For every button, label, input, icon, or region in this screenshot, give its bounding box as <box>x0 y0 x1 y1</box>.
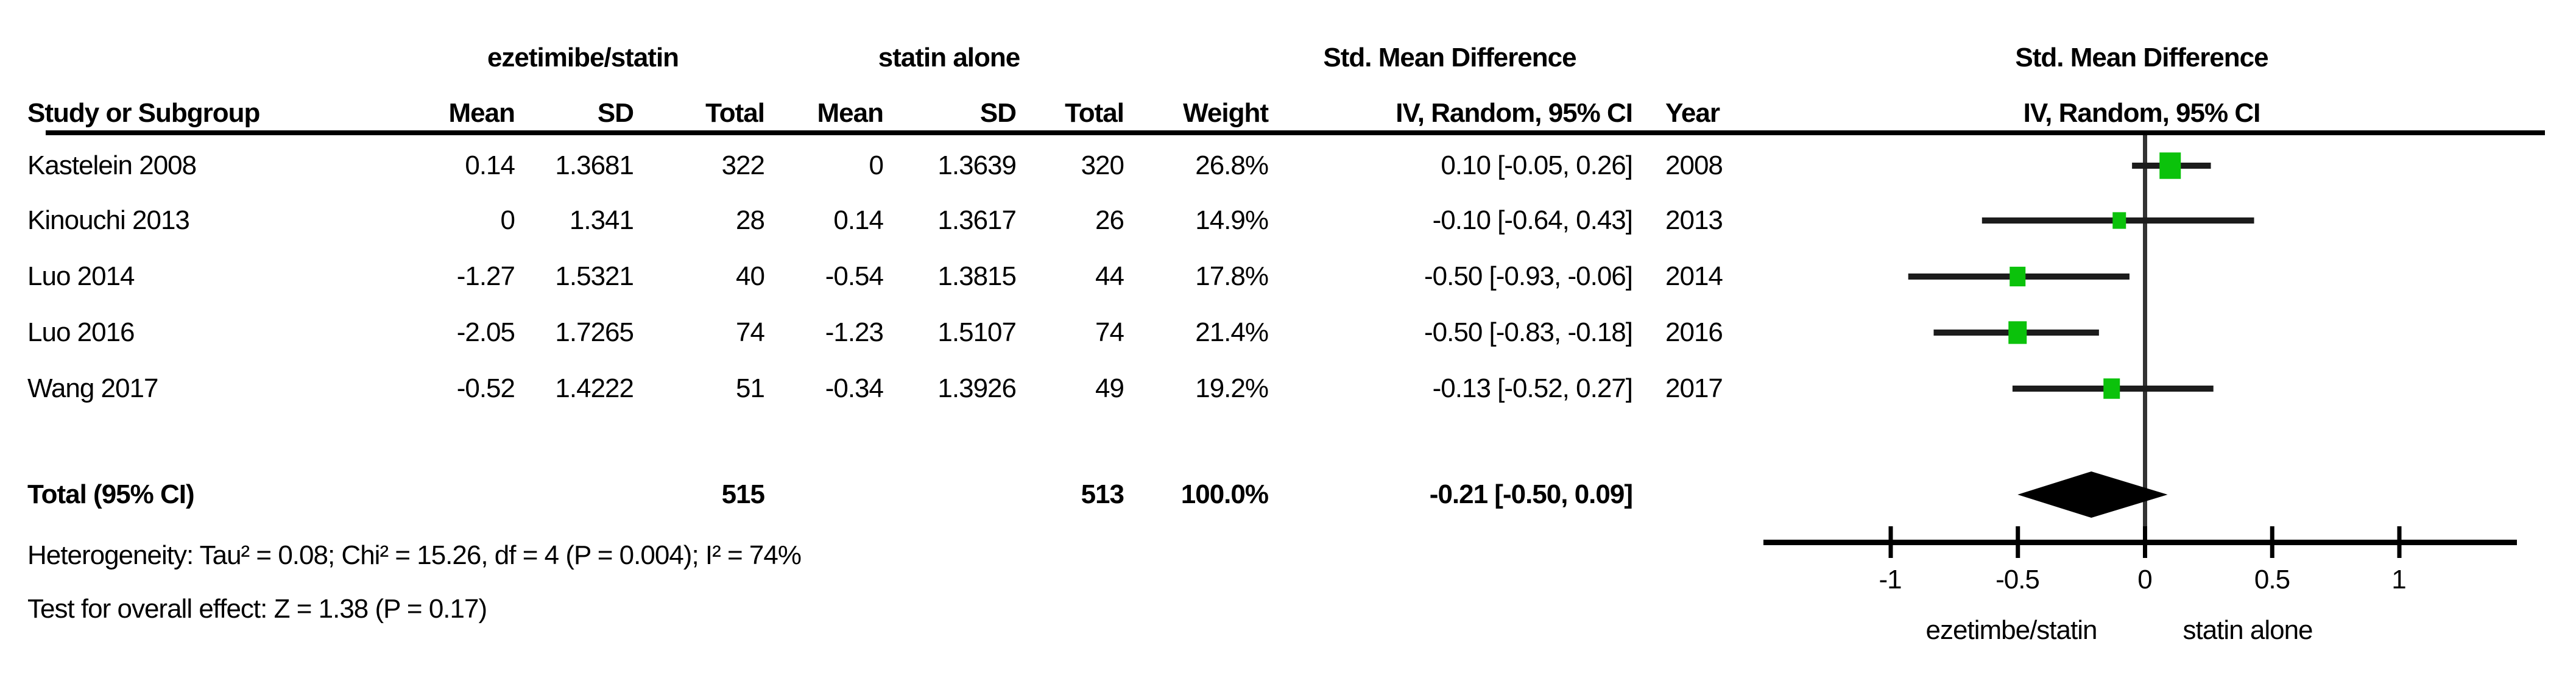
total-ci: -0.21 [-0.50, 0.09] <box>1429 479 1633 509</box>
total-1-value: 28 <box>736 205 765 235</box>
study-label: Kastelein 2008 <box>27 150 197 180</box>
col-header-total-1: Total <box>705 98 765 128</box>
group-header-statin-alone: statin alone <box>878 43 1021 72</box>
ci-line <box>1981 217 2254 224</box>
col-header-sd-1: SD <box>597 98 634 128</box>
sd-1-value: 1.341 <box>569 205 634 235</box>
weight-value: 14.9% <box>1195 205 1269 235</box>
header-rule <box>46 130 2545 135</box>
mean-1-value: 0 <box>500 205 515 235</box>
ci-value: -0.10 [-0.64, 0.43] <box>1432 205 1633 235</box>
col-header-sd-2: SD <box>979 98 1017 128</box>
total-1-sum: 515 <box>721 479 765 509</box>
sd-2-value: 1.5107 <box>937 317 1017 347</box>
total-1-value: 40 <box>736 261 765 291</box>
axis-tick <box>1888 526 1893 558</box>
sd-1-value: 1.3681 <box>555 150 634 180</box>
plot-title-line1: Std. Mean Difference <box>2015 43 2268 72</box>
total-label: Total (95% CI) <box>27 479 195 509</box>
col-header-total-2: Total <box>1065 98 1124 128</box>
weight-value: 19.2% <box>1195 373 1269 403</box>
group-header-ezetimibe-statin: ezetimibe/statin <box>487 43 679 72</box>
year-value: 2008 <box>1665 150 1723 180</box>
mean-1-value: 0.14 <box>465 150 515 180</box>
zero-line <box>2143 135 2147 540</box>
axis-tick <box>2143 526 2147 558</box>
study-label: Luo 2016 <box>27 317 135 347</box>
total-2-value: 44 <box>1095 261 1124 291</box>
mean-2-value: -0.54 <box>825 261 884 291</box>
favours-right-label: statin alone <box>2183 615 2313 645</box>
mean-2-value: -1.23 <box>825 317 884 347</box>
summary-diamond <box>2017 471 2168 518</box>
axis-tick-label: -1 <box>1879 565 1902 595</box>
overall-effect-text: Test for overall effect: Z = 1.38 (P = 0… <box>27 594 487 624</box>
sd-2-value: 1.3617 <box>937 205 1017 235</box>
weight-value: 26.8% <box>1195 150 1269 180</box>
sd-2-value: 1.3639 <box>937 150 1017 180</box>
col-header-weight: Weight <box>1183 98 1269 128</box>
col-header-study: Study or Subgroup <box>27 98 260 128</box>
sd-2-value: 1.3815 <box>937 261 1017 291</box>
favours-left-label: ezetimbe/statin <box>1925 615 2098 645</box>
axis-tick-label: 1 <box>2391 565 2406 595</box>
ci-line <box>1908 273 2130 280</box>
ci-line <box>2012 386 2214 392</box>
ci-value: -0.13 [-0.52, 0.27] <box>1432 373 1633 403</box>
year-value: 2013 <box>1665 205 1723 235</box>
heterogeneity-text: Heterogeneity: Tau² = 0.08; Chi² = 15.26… <box>27 540 802 570</box>
ci-line <box>2132 163 2211 169</box>
ci-value: 0.10 [-0.05, 0.26] <box>1441 150 1633 180</box>
total-2-sum: 513 <box>1081 479 1124 509</box>
total-2-value: 74 <box>1095 317 1124 347</box>
axis-tick <box>2016 526 2020 558</box>
year-value: 2017 <box>1665 373 1723 403</box>
mean-1-value: -0.52 <box>456 373 515 403</box>
study-label: Luo 2014 <box>27 261 135 291</box>
study-label: Kinouchi 2013 <box>27 205 190 235</box>
sd-2-value: 1.3926 <box>937 373 1017 403</box>
total-2-value: 26 <box>1095 205 1124 235</box>
mean-2-value: -0.34 <box>825 373 884 403</box>
ci-line <box>1933 330 2099 336</box>
ci-value: -0.50 [-0.83, -0.18] <box>1424 317 1633 347</box>
total-1-value: 51 <box>736 373 765 403</box>
total-2-value: 49 <box>1095 373 1124 403</box>
study-marker <box>2103 378 2120 399</box>
weight-value: 17.8% <box>1195 261 1269 291</box>
col-header-mean-1: Mean <box>448 98 515 128</box>
total-weight: 100.0% <box>1180 479 1269 509</box>
mean-1-value: -2.05 <box>456 317 515 347</box>
mean-1-value: -1.27 <box>456 261 515 291</box>
mean-2-value: 0.14 <box>833 205 884 235</box>
study-marker <box>2008 321 2027 344</box>
year-value: 2016 <box>1665 317 1723 347</box>
axis-tick <box>2270 526 2274 558</box>
weight-value: 21.4% <box>1195 317 1269 347</box>
study-marker <box>2159 152 2181 179</box>
study-marker <box>2112 212 2126 229</box>
year-value: 2014 <box>1665 261 1723 291</box>
sd-1-value: 1.4222 <box>555 373 634 403</box>
axis-tick-label: 0 <box>2137 565 2152 595</box>
total-1-value: 74 <box>736 317 765 347</box>
axis-tick <box>2397 526 2402 558</box>
col-header-ci: IV, Random, 95% CI <box>1396 98 1633 128</box>
total-2-value: 320 <box>1081 150 1124 180</box>
axis-tick-label: 0.5 <box>2254 565 2290 595</box>
sd-1-value: 1.5321 <box>555 261 634 291</box>
col-header-mean-2: Mean <box>817 98 884 128</box>
ci-value: -0.50 [-0.93, -0.06] <box>1424 261 1633 291</box>
col-header-year: Year <box>1665 98 1720 128</box>
study-marker <box>2010 266 2026 287</box>
total-1-value: 322 <box>721 150 765 180</box>
sd-1-value: 1.7265 <box>555 317 634 347</box>
mean-2-value: 0 <box>869 150 884 180</box>
study-label: Wang 2017 <box>27 373 158 403</box>
x-axis-line <box>1763 540 2517 545</box>
axis-tick-label: -0.5 <box>1996 565 2040 595</box>
smd-column-title: Std. Mean Difference <box>1323 43 1576 72</box>
plot-title-line2: IV, Random, 95% CI <box>2023 98 2261 128</box>
